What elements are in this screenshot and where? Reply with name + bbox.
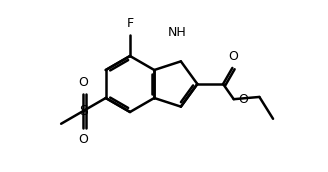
Text: O: O (239, 93, 249, 106)
Text: O: O (78, 133, 88, 146)
Text: O: O (78, 76, 88, 89)
Text: S: S (79, 104, 88, 118)
Text: F: F (126, 17, 133, 30)
Text: O: O (228, 50, 238, 63)
Text: NH: NH (168, 26, 186, 39)
